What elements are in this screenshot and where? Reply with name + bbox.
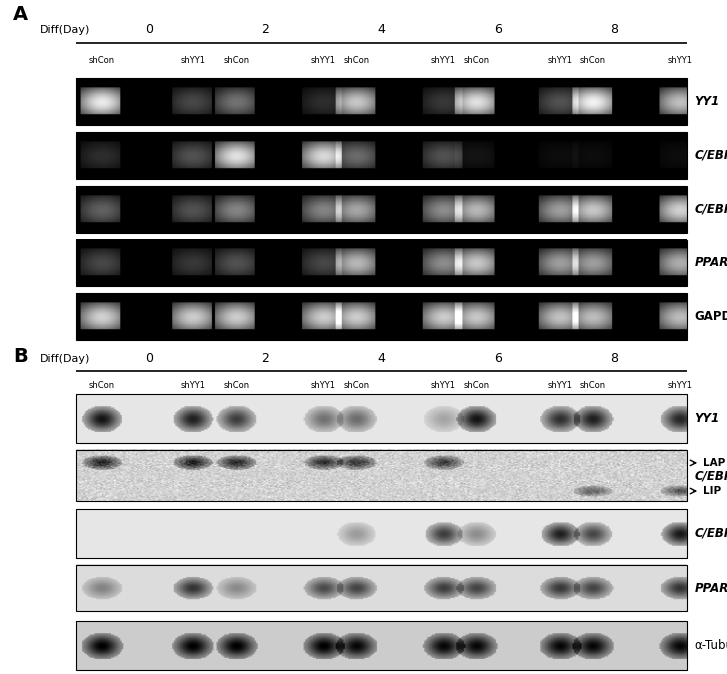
Text: C/EBPα: C/EBPα bbox=[694, 527, 727, 540]
Text: YY1: YY1 bbox=[694, 95, 720, 108]
Text: C/EBPα: C/EBPα bbox=[694, 203, 727, 216]
Bar bbox=[76, 78, 687, 125]
Text: α-Tubulin: α-Tubulin bbox=[694, 639, 727, 652]
Text: B: B bbox=[13, 347, 28, 366]
Text: C/EBPβ: C/EBPβ bbox=[694, 470, 727, 483]
Text: Diff(Day): Diff(Day) bbox=[40, 354, 90, 363]
Text: shCon: shCon bbox=[579, 56, 606, 65]
Text: LIP: LIP bbox=[703, 486, 721, 496]
Text: shCon: shCon bbox=[463, 56, 489, 65]
Text: shCon: shCon bbox=[89, 381, 115, 390]
Bar bbox=[76, 394, 687, 443]
Text: LAP: LAP bbox=[703, 458, 726, 468]
Text: 8: 8 bbox=[610, 23, 619, 36]
Text: shYY1: shYY1 bbox=[180, 56, 205, 65]
Bar bbox=[76, 450, 687, 501]
Text: shYY1: shYY1 bbox=[547, 56, 572, 65]
Text: shCon: shCon bbox=[223, 381, 249, 390]
Text: A: A bbox=[13, 5, 28, 24]
Text: YY1: YY1 bbox=[694, 412, 720, 425]
Text: 2: 2 bbox=[262, 352, 269, 365]
Text: shCon: shCon bbox=[579, 381, 606, 390]
Text: shCon: shCon bbox=[463, 381, 489, 390]
Text: shYY1: shYY1 bbox=[667, 56, 692, 65]
Bar bbox=[76, 239, 687, 286]
Text: shYY1: shYY1 bbox=[431, 56, 456, 65]
Text: 4: 4 bbox=[378, 23, 385, 36]
Text: shYY1: shYY1 bbox=[180, 381, 205, 390]
Text: shCon: shCon bbox=[89, 56, 115, 65]
Text: shCon: shCon bbox=[223, 56, 249, 65]
Bar bbox=[76, 293, 687, 340]
Text: PPARγ: PPARγ bbox=[694, 582, 727, 594]
Text: shYY1: shYY1 bbox=[667, 381, 692, 390]
Text: shCon: shCon bbox=[343, 56, 369, 65]
Text: shYY1: shYY1 bbox=[431, 381, 456, 390]
Text: GAPDH: GAPDH bbox=[694, 310, 727, 324]
Text: 8: 8 bbox=[610, 352, 619, 365]
Text: 0: 0 bbox=[145, 352, 153, 365]
Text: shYY1: shYY1 bbox=[547, 381, 572, 390]
Bar bbox=[76, 132, 687, 179]
Bar bbox=[76, 186, 687, 233]
Text: C/EBPβ: C/EBPβ bbox=[694, 149, 727, 162]
Text: shYY1: shYY1 bbox=[311, 56, 336, 65]
Text: shYY1: shYY1 bbox=[311, 381, 336, 390]
Text: shCon: shCon bbox=[343, 381, 369, 390]
Text: 6: 6 bbox=[494, 23, 502, 36]
Text: 0: 0 bbox=[145, 23, 153, 36]
Bar bbox=[76, 621, 687, 670]
Bar bbox=[76, 509, 687, 558]
Text: 2: 2 bbox=[262, 23, 269, 36]
Text: 6: 6 bbox=[494, 352, 502, 365]
Text: Diff(Day): Diff(Day) bbox=[40, 24, 90, 34]
Text: PPARγ: PPARγ bbox=[694, 256, 727, 270]
Text: 4: 4 bbox=[378, 352, 385, 365]
Bar bbox=[76, 565, 687, 611]
